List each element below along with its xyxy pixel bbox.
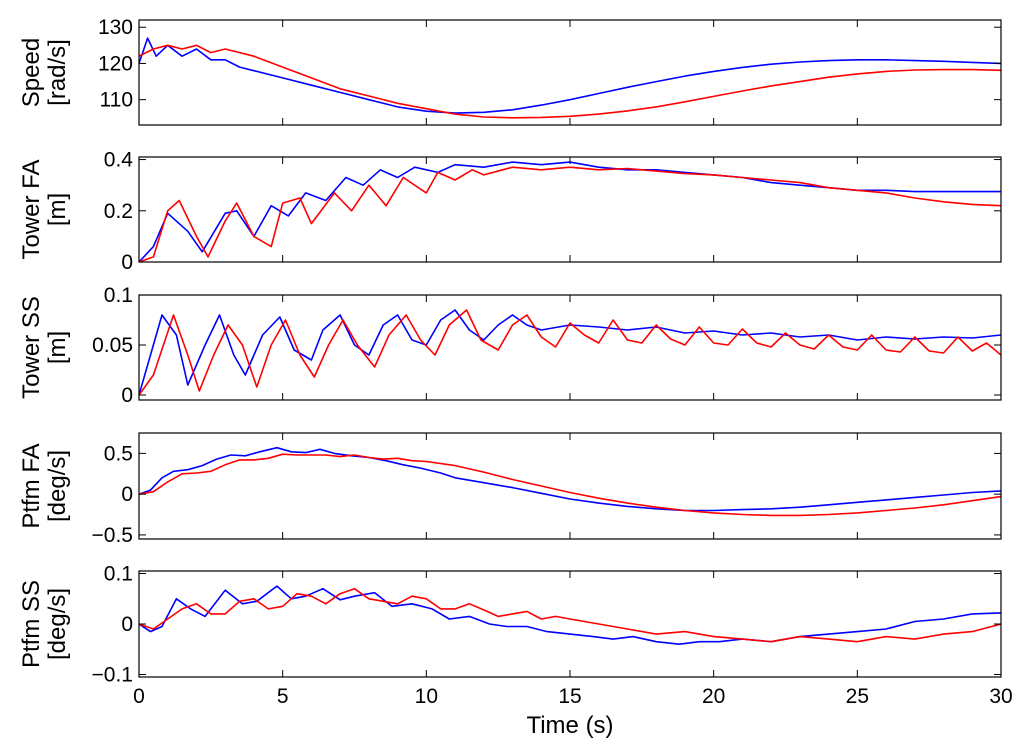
y-axis-title: Ptfm SS[deg/s] — [18, 580, 71, 668]
subplot-2: 0 0.2 0.4 Tower FA[m] — [18, 149, 1002, 274]
y-tick-label: 0.1 — [104, 563, 133, 586]
y-tick-label: 130 — [98, 16, 133, 39]
y-tick-label: 0.1 — [104, 284, 133, 307]
subplot-4: −0.5 0 0.5 Ptfm FA[deg/s] — [18, 432, 1002, 547]
y-axis-title-line: Ptfm SS — [18, 580, 45, 668]
y-tick-label: 0.4 — [104, 149, 134, 172]
x-tick-label: 20 — [702, 685, 725, 708]
y-axis-title-line: Tower SS — [18, 296, 45, 399]
y-tick-label: 110 — [100, 89, 133, 112]
series-line-blue — [139, 37, 1001, 114]
y-axis-title-line: [deg/s] — [44, 450, 71, 522]
series-line-blue — [139, 161, 1001, 262]
y-tick-label: 0 — [121, 483, 133, 506]
y-axis-title-line: Speed — [18, 38, 45, 107]
plot-frame — [138, 570, 1002, 678]
y-axis-title: Ptfm FA[deg/s] — [18, 443, 71, 528]
subplot-1: 110 120 130 Speed[rad/s] — [18, 16, 1002, 126]
y-axis-title-line: [m] — [44, 193, 71, 226]
x-tick-label: 30 — [989, 685, 1012, 708]
y-axis-title-line: [m] — [44, 331, 71, 364]
y-tick-label: 0.2 — [104, 200, 133, 223]
x-tick-label: 25 — [846, 685, 869, 708]
series-line-blue — [139, 446, 1001, 512]
series-line-blue — [139, 309, 1001, 396]
y-tick-label: 0 — [121, 613, 133, 636]
x-tick-label: 10 — [415, 685, 438, 708]
subplot-5: −0.1 0 0.1 Ptfm SS[deg/s] — [18, 563, 1002, 686]
y-axis-title: Tower FA[m] — [18, 159, 71, 259]
series-line-red — [139, 44, 1001, 119]
y-tick-label: 0.05 — [92, 334, 133, 357]
y-tick-label: 0.5 — [104, 442, 133, 465]
series-line-red — [139, 453, 1001, 517]
y-tick-label: −0.1 — [92, 663, 133, 686]
x-axis-title: Time (s) — [526, 712, 613, 739]
y-axis-title-line: [rad/s] — [44, 39, 71, 106]
plot-frame — [138, 432, 1002, 540]
y-tick-label: 0 — [121, 384, 133, 407]
y-tick-label: 0 — [121, 251, 133, 274]
series-line-red — [139, 166, 1001, 262]
y-axis-title-line: Tower FA — [18, 159, 45, 259]
y-tick-label: 120 — [98, 52, 133, 75]
x-tick-label: 15 — [558, 685, 581, 708]
y-tick-label: −0.5 — [92, 524, 133, 547]
y-axis-title-line: [deg/s] — [44, 588, 71, 660]
x-tick-label: 5 — [277, 685, 289, 708]
y-axis-title-line: Ptfm FA — [18, 443, 45, 528]
series-line-red — [139, 309, 1001, 396]
series-line-red — [139, 587, 1001, 643]
x-tick-label: 0 — [133, 685, 145, 708]
series-line-blue — [139, 585, 1001, 646]
y-axis-title: Tower SS[m] — [18, 296, 71, 399]
plot-frame — [138, 294, 1002, 401]
subplot-3: 0 0.05 0.1 Tower SS[m] — [18, 284, 1002, 407]
y-axis-title: Speed[rad/s] — [18, 38, 71, 107]
